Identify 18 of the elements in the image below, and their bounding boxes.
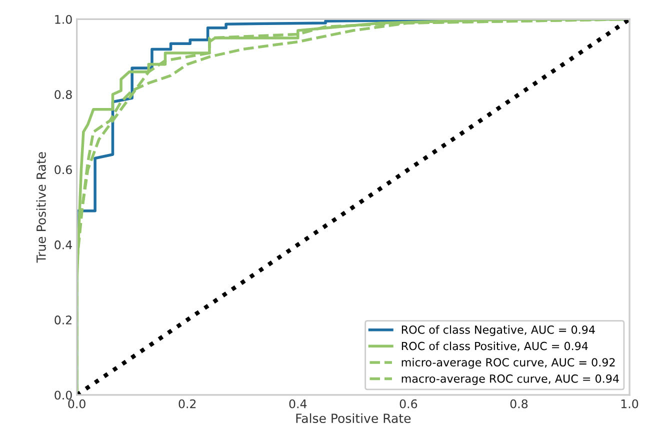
- legend-label: ROC of class Negative, AUC = 0.94: [402, 325, 595, 336]
- x-tick-label: 0.2: [178, 399, 196, 408]
- x-axis-title: False Positive Rate: [296, 413, 411, 424]
- y-tick-label: 0.4: [54, 240, 72, 250]
- x-tick-label: 0.8: [510, 399, 528, 408]
- y-tick-label: 0.0: [54, 390, 72, 400]
- y-tick-label: 0.2: [54, 316, 72, 324]
- x-tick-label: 1.0: [621, 399, 638, 408]
- y-axis-title: True Positive Rate: [36, 152, 46, 263]
- legend-label: micro-average ROC curve, AUC = 0.92: [402, 358, 615, 369]
- y-tick-label: 0.8: [54, 90, 72, 100]
- y-tick-label: 1.0: [55, 14, 72, 24]
- x-tick-label: 0.6: [400, 399, 418, 408]
- legend-label: macro-average ROC curve, AUC = 0.94: [402, 374, 619, 385]
- y-tick-label: 0.6: [54, 165, 72, 174]
- x-tick-label: 0.4: [289, 399, 307, 408]
- legend-label: ROC of class Positive, AUC = 0.94: [402, 342, 588, 352]
- x-tick-label: 0.0: [68, 399, 86, 408]
